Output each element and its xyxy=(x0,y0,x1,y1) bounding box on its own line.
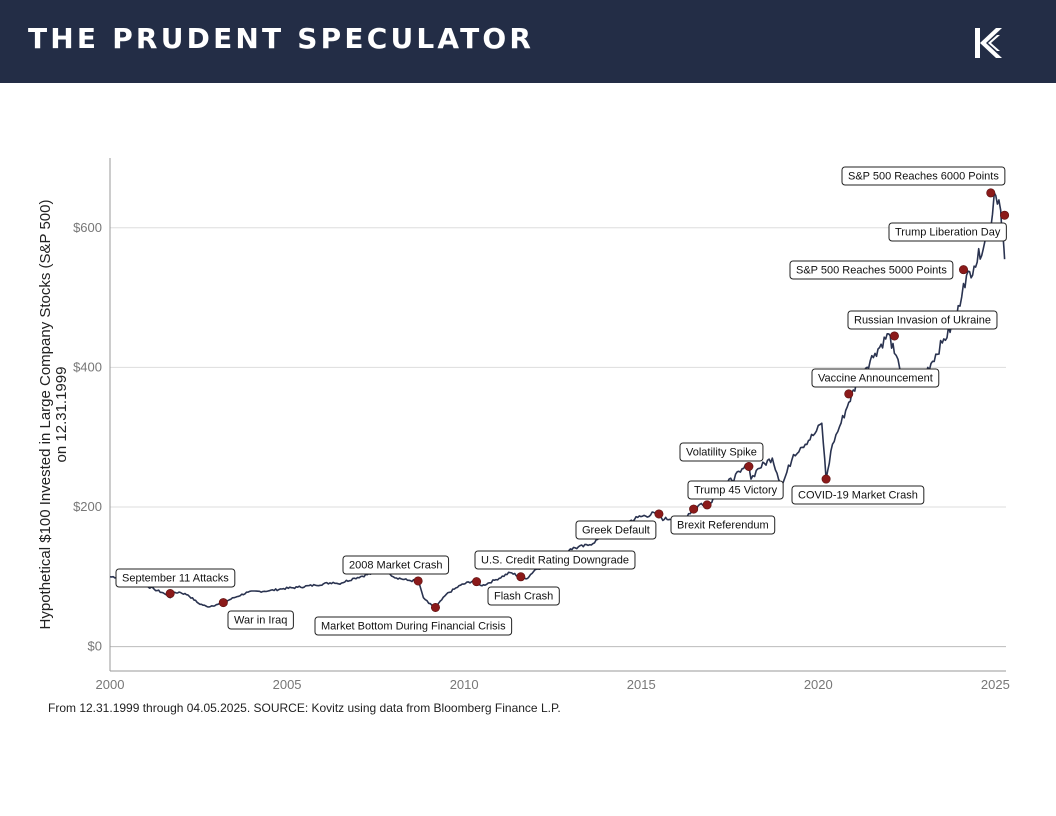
event-label: Russian Invasion of Ukraine xyxy=(847,310,998,330)
event-label: Flash Crash xyxy=(487,586,560,606)
event-label-box xyxy=(487,586,560,606)
y-tick-label: $0 xyxy=(88,639,102,654)
event-label-text: Flash Crash xyxy=(494,591,553,603)
y-tick-label: $200 xyxy=(73,499,102,514)
event-label-text: S&P 500 Reaches 6000 Points xyxy=(848,171,999,183)
event-marker xyxy=(844,389,854,399)
y-axis-title-line: on 12.31.1999 xyxy=(53,367,70,463)
event-label-box xyxy=(679,442,764,462)
sp500-growth-chart: $0 $200 $400 $600 2000 2005 2010 2015 2020 2025 Hy… xyxy=(37,158,1010,692)
event-label-box xyxy=(791,485,925,505)
source-note: From 12.31.1999 through 04.05.2025. SOUR… xyxy=(48,701,561,715)
event-label-box xyxy=(670,515,776,535)
event-label-text: U.S. Credit Rating Downgrade xyxy=(481,555,629,567)
event-marker xyxy=(744,461,754,471)
event-label-text: Russian Invasion of Ukraine xyxy=(854,315,991,327)
event-marker xyxy=(165,589,175,599)
event-label: Trump Liberation Day xyxy=(888,222,1007,242)
event-label-text: Market Bottom During Financial Crisis xyxy=(321,621,506,633)
event-label-box xyxy=(888,222,1007,242)
event-label-box xyxy=(474,550,636,570)
event-label-text: War in Iraq xyxy=(234,615,287,627)
header-banner: THE PRUDENT SPECULATOR xyxy=(0,0,1056,83)
event-label-box xyxy=(841,166,1006,186)
x-tick-label: 2005 xyxy=(273,677,302,692)
y-axis-title: Hypothetical $100 Invested in Large Comp… xyxy=(37,200,70,630)
grid-layer xyxy=(110,227,1006,648)
event-label-text: Greek Default xyxy=(582,525,650,537)
line-layer xyxy=(109,192,1006,609)
event-label-box xyxy=(342,555,450,575)
event-marker xyxy=(689,504,699,514)
event-marker xyxy=(430,602,440,612)
event-label-text: Trump 45 Victory xyxy=(694,485,778,497)
event-label: S&P 500 Reaches 6000 Points xyxy=(841,166,1006,186)
event-label: S&P 500 Reaches 5000 Points xyxy=(789,260,954,280)
x-tick-label: 2025 xyxy=(981,677,1010,692)
event-label-box xyxy=(227,610,294,630)
event-label-text: Volatility Spike xyxy=(686,447,757,459)
event-label: Trump 45 Victory xyxy=(687,480,784,500)
event-marker xyxy=(413,576,423,586)
event-label-box xyxy=(314,616,513,636)
x-tick-label: 2020 xyxy=(804,677,833,692)
event-label: September 11 Attacks xyxy=(115,568,236,588)
event-label: War in Iraq xyxy=(227,610,294,630)
event-label-box xyxy=(575,520,657,540)
event-marker xyxy=(889,331,899,341)
event-label-box xyxy=(811,368,940,388)
y-axis-title-line: Hypothetical $100 Invested in Large Comp… xyxy=(37,200,54,630)
event-label-text: Trump Liberation Day xyxy=(895,227,1001,239)
event-marker xyxy=(986,188,996,198)
event-marker xyxy=(654,509,664,519)
event-label-text: 2008 Market Crash xyxy=(349,560,443,572)
event-label-text: COVID-19 Market Crash xyxy=(798,490,918,502)
event-label-text: Brexit Referendum xyxy=(677,520,769,532)
brand-title: THE PRUDENT SPECULATOR xyxy=(28,22,535,55)
event-label-text: September 11 Attacks xyxy=(122,573,229,585)
event-label: Brexit Referendum xyxy=(670,515,776,535)
event-label: Market Bottom During Financial Crisis xyxy=(314,616,513,636)
event-label-box xyxy=(847,310,998,330)
y-tick-label: $400 xyxy=(73,359,102,374)
event-label: Vaccine Announcement xyxy=(811,368,940,388)
event-layer: September 11 Attacks War in Iraq 2008 Mark… xyxy=(115,166,1010,636)
event-label-text: S&P 500 Reaches 5000 Points xyxy=(796,265,947,277)
event-label-box xyxy=(687,480,784,500)
event-label: U.S. Credit Rating Downgrade xyxy=(474,550,636,570)
event-label: Greek Default xyxy=(575,520,657,540)
event-marker xyxy=(959,265,969,275)
event-marker xyxy=(702,500,712,510)
event-label-text: Vaccine Announcement xyxy=(818,373,933,385)
event-marker xyxy=(516,572,526,582)
event-label-box xyxy=(789,260,954,280)
axis-layer: $0 $200 $400 $600 2000 2005 2010 2015 2020 2025 Hy… xyxy=(37,158,1010,692)
sp500-line xyxy=(109,192,1006,609)
kovitz-k-logo-icon xyxy=(975,28,1002,58)
x-tick-label: 2015 xyxy=(627,677,656,692)
y-tick-label: $600 xyxy=(73,220,102,235)
event-marker xyxy=(218,598,228,608)
event-label-box xyxy=(115,568,236,588)
x-tick-label: 2000 xyxy=(96,677,125,692)
event-label: COVID-19 Market Crash xyxy=(791,485,925,505)
event-marker xyxy=(472,577,482,587)
x-tick-label: 2010 xyxy=(450,677,479,692)
event-marker xyxy=(821,474,831,484)
event-label: Volatility Spike xyxy=(679,442,764,462)
event-marker xyxy=(1000,210,1010,220)
event-label: 2008 Market Crash xyxy=(342,555,450,575)
